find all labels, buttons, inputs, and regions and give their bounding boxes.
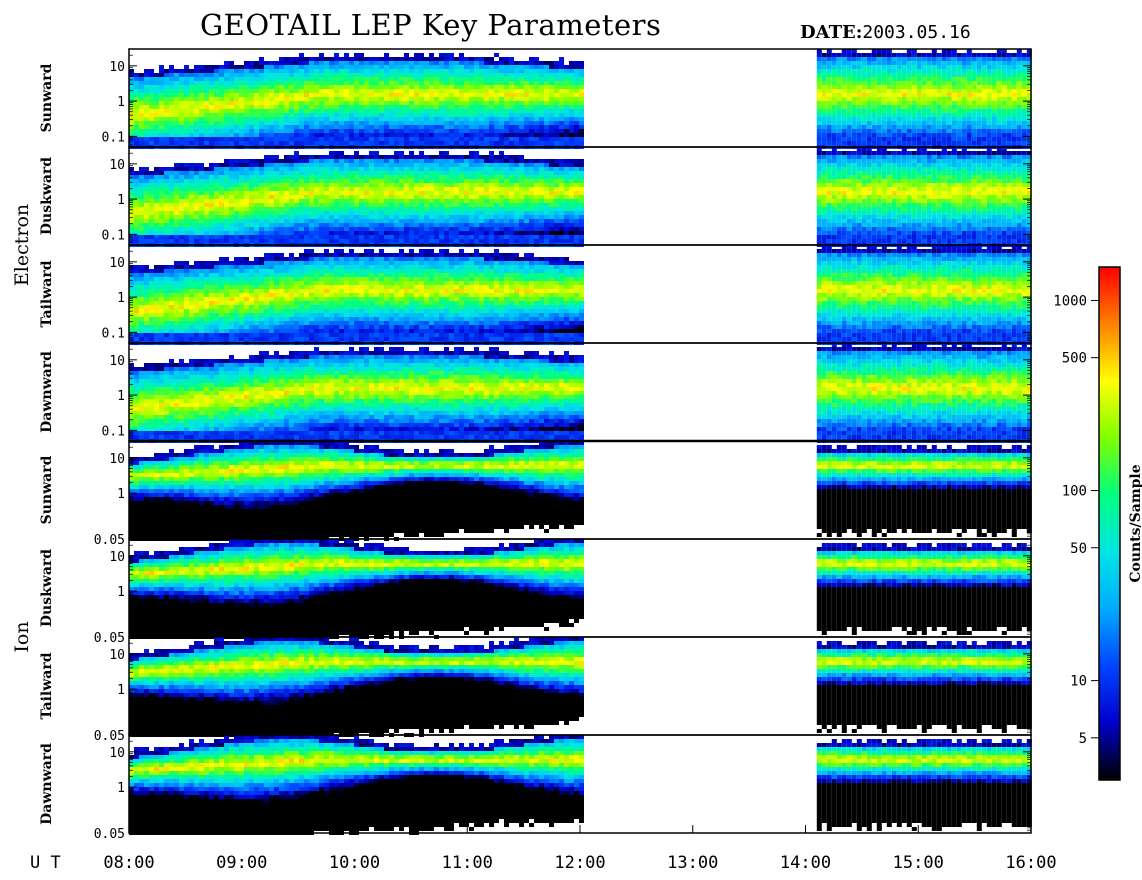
y-tick-label: 1 (117, 585, 125, 600)
spectrogram-cells (816, 49, 1032, 149)
spectrogram-cells (816, 245, 1032, 345)
y-tick-label: 10 (109, 550, 125, 565)
y-tick-label: 0.05 (94, 533, 125, 548)
direction-label: Tailward (39, 652, 55, 719)
date-readout: DATE:2003.05.16 (800, 22, 971, 43)
direction-label: Dawnward (39, 743, 55, 825)
y-tick-label: 1 (117, 683, 125, 698)
x-tick-label: 11:00 (442, 853, 493, 873)
spectrogram-cells (816, 641, 1032, 733)
y-tick-label: 10 (109, 452, 125, 467)
spectrogram-cells (816, 343, 1032, 443)
x-tick-label: 12:00 (554, 853, 605, 873)
x-tick-label: 09:00 (216, 853, 267, 873)
y-tick-label: 1 (117, 95, 125, 110)
panel-electron-duskward: 10 1 0.1 Duskward (39, 146, 1032, 247)
colorbar-tick-label: 5 (1079, 731, 1087, 747)
y-tick-label: 10 (109, 256, 125, 271)
panel-ion-sunward: 10 1 0.05 Sunward (39, 440, 1032, 548)
y-tick-label: 0.1 (102, 326, 125, 341)
y-tick-label: 1 (117, 389, 125, 404)
colorbar-tick-label: 1000 (1053, 293, 1087, 309)
colorbar-tick-label: 10 (1070, 674, 1087, 690)
panel-ion-tailward: 10 1 0.05 Tailward (39, 636, 1032, 744)
y-tick-label: 10 (109, 746, 125, 761)
panel-ion-dawnward: 10 1 0.05 Dawnward (39, 734, 1032, 842)
y-tick-label: 1 (117, 291, 125, 306)
panel-electron-sunward: 10 1 0.1 Sunward (39, 48, 1032, 149)
chart-title: GEOTAIL LEP Key Parameters (200, 8, 661, 42)
y-tick-label: 0.05 (94, 631, 125, 646)
spectrogram-cells (129, 151, 584, 247)
spectrogram-cells (816, 445, 1032, 537)
y-tick-label: 0.1 (102, 130, 125, 145)
colorbar (1098, 266, 1121, 781)
spectrogram-cells (129, 53, 584, 149)
panel-electron-dawnward: 10 1 0.1 Dawnward (39, 342, 1032, 443)
spectrogram-cells (129, 539, 584, 639)
spectrogram-cells (129, 347, 584, 443)
panel-ion-duskward: 10 1 0.05 Duskward (39, 538, 1032, 646)
y-tick-label: 1 (117, 193, 125, 208)
spectrogram-cells (129, 735, 584, 835)
y-tick-label: 1 (117, 487, 125, 502)
spectrogram-cells (129, 249, 584, 345)
x-tick-label: 08:00 (103, 853, 154, 873)
panel-electron-tailward: 10 1 0.1 Tailward (39, 244, 1032, 345)
species-label: Ion (11, 621, 33, 652)
date-value: 2003.05.16 (862, 22, 970, 43)
colorbar-tick-label: 100 (1062, 484, 1087, 500)
date-label: DATE: (800, 22, 862, 43)
direction-label: Dawnward (39, 351, 55, 433)
colorbar-tick-label: 500 (1062, 351, 1087, 367)
x-tick-label: 16:00 (1005, 853, 1056, 873)
y-tick-label: 0.05 (94, 729, 125, 744)
x-tick-label: 14:00 (780, 853, 831, 873)
y-tick-label: 10 (109, 354, 125, 369)
spectrogram-cells (129, 441, 584, 541)
spectrogram-cells (816, 739, 1032, 831)
spectrogram-cells (129, 637, 584, 737)
x-tick-label: 10:00 (329, 853, 380, 873)
direction-label: Sunward (39, 455, 55, 524)
y-tick-label: 10 (109, 648, 125, 663)
y-tick-label: 10 (109, 158, 125, 173)
x-tick-label: 15:00 (893, 853, 944, 873)
species-label: Electron (11, 204, 33, 286)
colorbar-tick-label: 50 (1070, 541, 1087, 557)
y-tick-label: 0.1 (102, 228, 125, 243)
x-axis-label: U T (30, 853, 61, 873)
direction-label: Duskward (39, 157, 55, 235)
x-tick-label: 13:00 (667, 853, 718, 873)
spectrogram-cells (816, 543, 1032, 635)
y-tick-label: 0.1 (102, 424, 125, 439)
spectrogram-cells (816, 147, 1032, 247)
colorbar-label: Counts/Sample (1128, 464, 1142, 582)
y-tick-label: 10 (109, 60, 125, 75)
y-tick-label: 0.05 (94, 827, 125, 842)
y-tick-label: 1 (117, 781, 125, 796)
direction-label: Sunward (39, 63, 55, 132)
direction-label: Duskward (39, 549, 55, 627)
direction-label: Tailward (39, 260, 55, 327)
